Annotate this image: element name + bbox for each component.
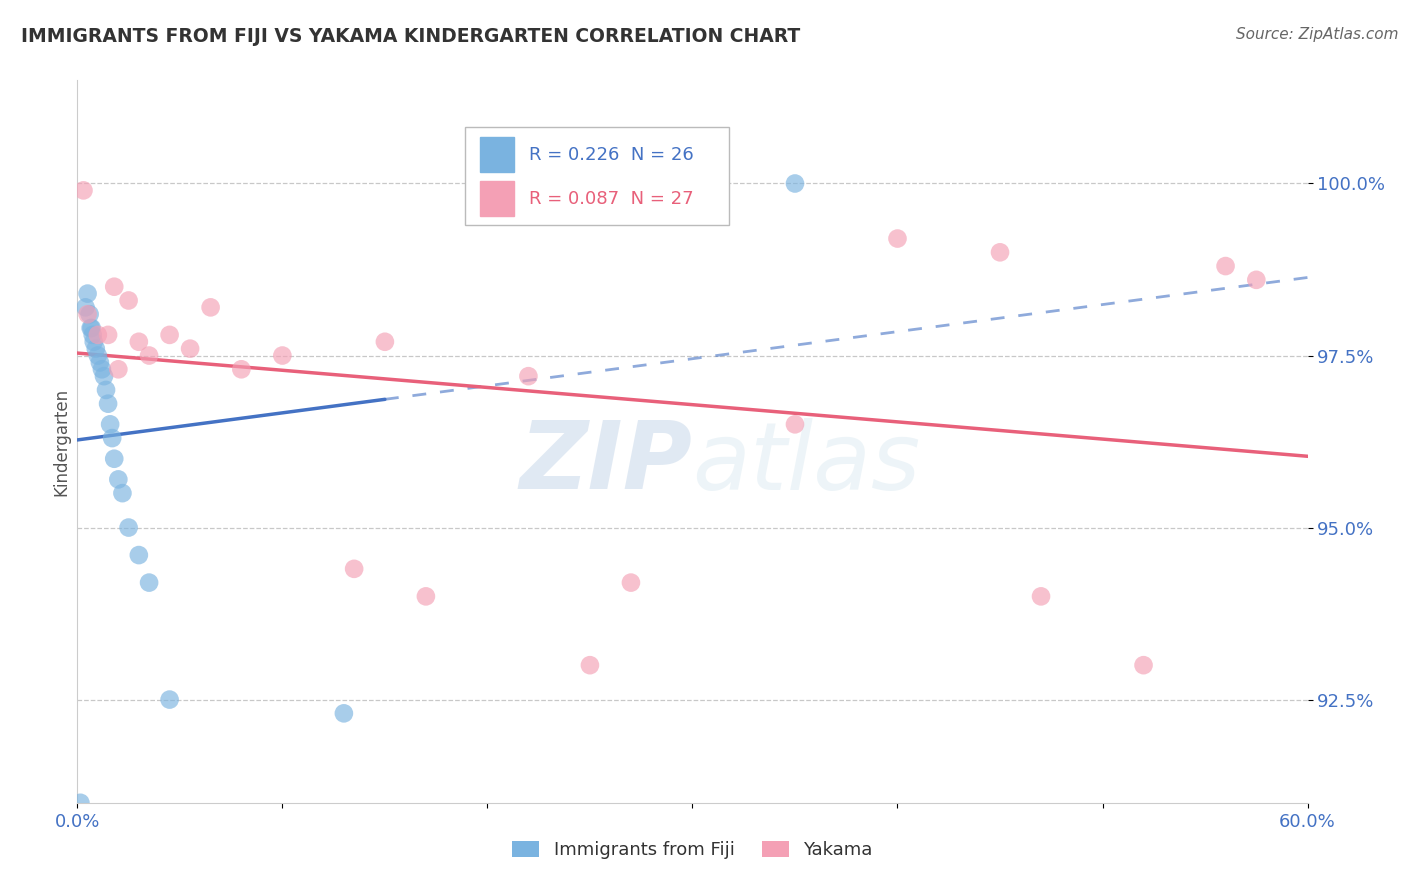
Point	[200, 301, 222, 315]
Bar	[479, 137, 515, 172]
Point	[343, 562, 366, 576]
Point	[333, 706, 356, 721]
Point	[94, 383, 117, 397]
Y-axis label: Kindergarten: Kindergarten	[52, 387, 70, 496]
Point	[415, 590, 437, 604]
Point	[79, 321, 101, 335]
Point	[117, 293, 139, 308]
Text: R = 0.226  N = 26: R = 0.226 N = 26	[529, 145, 693, 164]
Text: Source: ZipAtlas.com: Source: ZipAtlas.com	[1236, 27, 1399, 42]
FancyBboxPatch shape	[465, 128, 730, 225]
Legend: Immigrants from Fiji, Yakama: Immigrants from Fiji, Yakama	[505, 833, 880, 866]
Point	[107, 472, 129, 486]
Point	[128, 334, 150, 349]
Point	[93, 369, 115, 384]
Point	[80, 321, 103, 335]
Point	[83, 334, 105, 349]
Point	[72, 183, 94, 197]
Point	[79, 307, 101, 321]
Point	[1246, 273, 1268, 287]
Point	[97, 327, 120, 342]
Point	[271, 349, 294, 363]
Point	[159, 327, 181, 342]
Point	[783, 177, 806, 191]
Point	[783, 417, 806, 432]
Point	[76, 307, 98, 321]
Point	[98, 417, 121, 432]
Point	[76, 286, 98, 301]
Point	[579, 658, 602, 673]
Point	[128, 548, 150, 562]
Point	[138, 349, 160, 363]
Point	[374, 334, 396, 349]
Point	[886, 231, 908, 245]
Point	[159, 692, 181, 706]
Point	[89, 355, 111, 369]
Point	[107, 362, 129, 376]
Point	[117, 520, 139, 534]
Point	[84, 342, 107, 356]
Text: ZIP: ZIP	[520, 417, 693, 509]
Text: IMMIGRANTS FROM FIJI VS YAKAMA KINDERGARTEN CORRELATION CHART: IMMIGRANTS FROM FIJI VS YAKAMA KINDERGAR…	[21, 27, 800, 45]
Point	[1215, 259, 1237, 273]
Point	[1132, 658, 1154, 673]
Point	[103, 279, 125, 293]
Text: R = 0.087  N = 27: R = 0.087 N = 27	[529, 190, 693, 208]
Point	[988, 245, 1011, 260]
Point	[87, 327, 110, 342]
Point	[82, 327, 104, 342]
Point	[97, 397, 120, 411]
Point	[620, 575, 643, 590]
Point	[138, 575, 160, 590]
Text: atlas: atlas	[693, 417, 921, 508]
Point	[179, 342, 201, 356]
Point	[1029, 590, 1052, 604]
Point	[111, 486, 134, 500]
Point	[90, 362, 114, 376]
Point	[103, 451, 125, 466]
Point	[231, 362, 253, 376]
Bar	[479, 181, 515, 216]
Point	[75, 301, 97, 315]
Point	[517, 369, 540, 384]
Point	[101, 431, 124, 445]
Point	[69, 796, 91, 810]
Point	[87, 349, 110, 363]
